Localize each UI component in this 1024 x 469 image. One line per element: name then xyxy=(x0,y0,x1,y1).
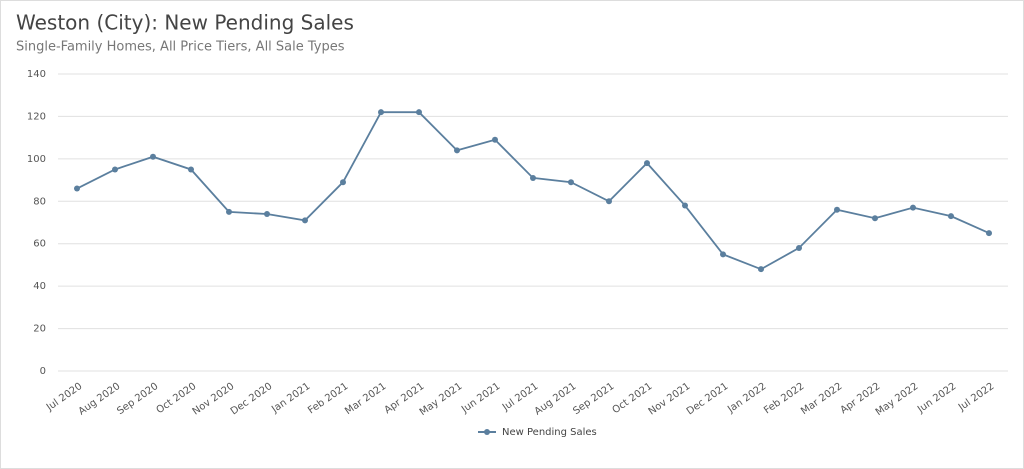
point xyxy=(758,266,764,273)
point xyxy=(492,136,498,143)
y-tick-label: 100 xyxy=(27,154,46,165)
point xyxy=(530,174,536,181)
point xyxy=(454,147,460,154)
point xyxy=(568,179,574,186)
point xyxy=(796,244,802,251)
point xyxy=(720,251,726,258)
point xyxy=(986,230,992,237)
point xyxy=(606,198,612,205)
point xyxy=(226,208,232,215)
chart-title: Weston (City): New Pending Sales xyxy=(16,11,354,35)
point xyxy=(150,153,156,160)
point xyxy=(188,166,194,173)
point xyxy=(910,204,916,211)
y-tick-label: 120 xyxy=(27,111,46,122)
point xyxy=(264,211,270,218)
legend-label: New Pending Sales xyxy=(502,427,597,438)
y-tick-label: 80 xyxy=(33,196,46,207)
y-tick-label: 140 xyxy=(27,69,46,80)
point xyxy=(340,179,346,186)
point xyxy=(378,109,384,116)
point xyxy=(682,202,688,209)
point xyxy=(948,213,954,220)
y-tick-label: 60 xyxy=(33,239,46,250)
chart-subtitle: Single-Family Homes, All Price Tiers, Al… xyxy=(16,40,345,55)
legend-marker xyxy=(484,429,490,435)
point xyxy=(74,185,80,192)
y-tick-label: 40 xyxy=(33,281,46,292)
point xyxy=(302,217,308,224)
point xyxy=(834,206,840,213)
y-tick-label: 20 xyxy=(33,324,46,335)
point xyxy=(416,109,422,116)
point xyxy=(644,160,650,167)
point xyxy=(112,166,118,173)
point xyxy=(872,215,878,222)
y-tick-label: 0 xyxy=(40,366,46,377)
